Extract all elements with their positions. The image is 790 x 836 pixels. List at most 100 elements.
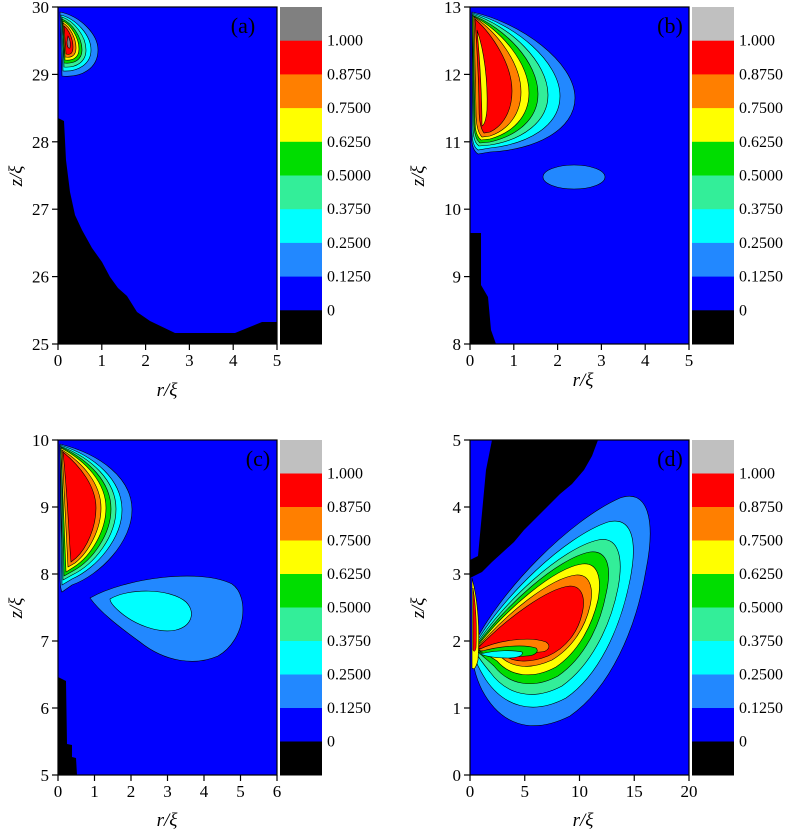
panel-label-b: (b): [657, 13, 683, 38]
colorbar-c: 1.000 0.8750 0.7500 0.6250 0.5000 0.3750 0.250…: [280, 440, 371, 776]
colorbar-swatch: [280, 708, 322, 742]
y-tick-label: 8: [41, 565, 50, 584]
y-axis-label-b: z/ξ: [408, 165, 429, 188]
region-zero-c: [58, 677, 77, 775]
y-tick-label: 30: [32, 0, 49, 17]
region-zero-b: [470, 233, 496, 344]
y-tick-label: 3: [453, 565, 462, 584]
colorbar-swatch: [692, 674, 734, 709]
colorbar-swatch: [280, 175, 322, 210]
x-axis-label-c: r/ξ: [157, 810, 179, 831]
colorbar-level-label: 0.5000: [327, 168, 371, 185]
y-tick-label: 29: [32, 65, 49, 84]
colorbar-swatch: [280, 440, 322, 474]
colorbar-swatch: [692, 7, 734, 42]
plot-frame-b: [469, 6, 690, 345]
colorbar-swatch: [280, 141, 322, 176]
colorbar-level-label: 0: [327, 302, 335, 319]
colorbar-level-label: 0.5000: [327, 600, 371, 617]
x-ticks-a: 0 1 2 3 4 5: [54, 344, 282, 370]
x-ticks-b: 0 1 2 3 4 5: [466, 344, 693, 370]
x-tick-label: 3: [163, 782, 172, 801]
colorbar-swatch: [280, 607, 322, 642]
x-tick-label: 0: [466, 351, 475, 370]
colorbar-swatch: [280, 74, 322, 109]
x-tick-label: 2: [141, 351, 150, 370]
colorbar-level-label: 1.000: [327, 33, 363, 50]
y-tick-label: 12: [444, 65, 461, 84]
x-tick-label: 1: [98, 351, 107, 370]
colorbar-level-label: 0.6250: [327, 134, 371, 151]
colorbar-swatch: [692, 141, 734, 176]
x-tick-label: 4: [229, 351, 238, 370]
y-tick-label: 8: [453, 335, 462, 354]
colorbar-level-label: 1.000: [327, 466, 363, 483]
colorbar-swatch: [280, 108, 322, 143]
colorbar-swatch: [692, 440, 734, 474]
colorbar-level-label: 0.7500: [739, 533, 783, 550]
x-axis-label-d: r/ξ: [573, 810, 595, 831]
panel-d: 0 5 10 15 20 0 1 2 3 4 5 r/ξ z/ξ (d) 1.000 0.8750 0…: [408, 431, 783, 831]
y-tick-label: 2: [453, 632, 462, 651]
colorbar-level-label: 0.5000: [739, 168, 783, 185]
colorbar-swatch: [280, 7, 322, 42]
colorbar-level-label: 0.2500: [739, 667, 783, 684]
x-tick-label: 5: [273, 351, 282, 370]
colorbar-swatch: [280, 310, 322, 345]
y-tick-label: 25: [32, 335, 49, 354]
colorbar-level-label: 0.1250: [327, 700, 371, 717]
colorbar-swatch: [692, 310, 734, 345]
y-tick-label: 5: [453, 431, 462, 450]
colorbar-swatch: [692, 175, 734, 210]
y-tick-label: 1: [453, 699, 462, 718]
colorbar-a: 1.000 0.8750 0.7500 0.6250 0.5000 0.3750 0.250…: [280, 7, 371, 345]
y-tick-label: 4: [453, 498, 462, 517]
colorbar-swatch: [280, 741, 322, 776]
panel-a: 0 1 2 3 4 5 25 26 27 28 29 30 r/ξ z/ξ (a) 1.000 0.8…: [6, 0, 371, 401]
colorbar-level-label: 0.8750: [327, 499, 371, 516]
contour-inner-hole-b: [476, 29, 488, 127]
colorbar-swatch: [280, 276, 322, 311]
x-tick-label: 3: [185, 351, 194, 370]
colorbar-swatch: [280, 242, 322, 278]
colorbar-swatch: [692, 708, 734, 742]
y-ticks-a: 25 26 27 28 29 30: [32, 0, 58, 354]
colorbar-swatch: [280, 674, 322, 709]
colorbar-swatch: [692, 574, 734, 608]
y-tick-label: 9: [41, 498, 50, 517]
y-tick-label: 6: [41, 699, 50, 718]
y-ticks-d: 0 1 2 3 4 5: [453, 431, 470, 785]
y-ticks-b: 8 9 10 11 12 13: [444, 0, 470, 354]
x-tick-label: 3: [597, 351, 606, 370]
colorbar-swatch: [692, 108, 734, 143]
colorbar-swatch: [280, 209, 322, 244]
y-tick-label: 9: [453, 268, 462, 287]
x-tick-label: 5: [521, 782, 530, 801]
colorbar-swatch: [692, 540, 734, 575]
y-ticks-c: 5 6 7 8 9 10: [32, 431, 58, 785]
contour-0.2500-blob-c: [109, 590, 192, 632]
contour-hook-0.2500-d: [478, 650, 523, 659]
colorbar-level-label: 0.7500: [327, 100, 371, 117]
plot-frame-a: [57, 6, 278, 345]
x-axis-label-b: r/ξ: [573, 370, 595, 391]
x-tick-label: 5: [236, 782, 245, 801]
y-axis-label-a: z/ξ: [6, 165, 27, 188]
y-tick-label: 0: [453, 766, 462, 785]
x-tick-label: 6: [273, 782, 282, 801]
y-tick-label: 13: [444, 0, 461, 17]
colorbar-swatch: [692, 741, 734, 776]
x-tick-label: 4: [200, 782, 209, 801]
panel-label-a: (a): [231, 13, 255, 38]
colorbar-swatch: [280, 540, 322, 575]
colorbar-level-label: 0.8750: [739, 66, 783, 83]
colorbar-level-label: 1.000: [739, 466, 775, 483]
colorbar-level-label: 0: [739, 302, 747, 319]
panel-label-c: (c): [246, 446, 270, 471]
x-tick-label: 4: [641, 351, 650, 370]
y-axis-label-d: z/ξ: [408, 597, 429, 620]
colorbar-level-label: 0.2500: [327, 667, 371, 684]
colorbar-level-label: 0.1250: [739, 700, 783, 717]
colorbar-swatch: [280, 641, 322, 675]
